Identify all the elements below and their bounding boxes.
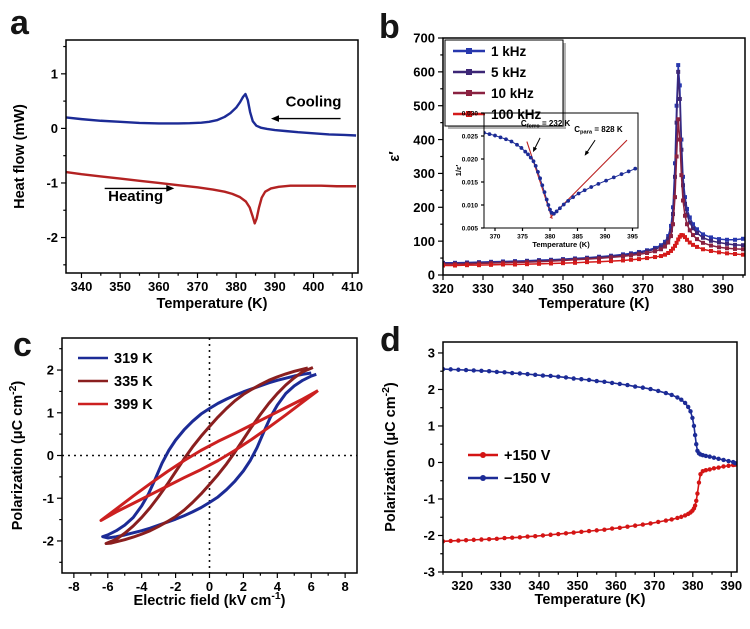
panel-d: d bbox=[375, 315, 750, 629]
panel-b: b bbox=[375, 0, 750, 315]
panel-a-letter: a bbox=[10, 4, 29, 42]
panel-a-dsc-chart bbox=[0, 0, 375, 315]
panel-b-permittivity-chart bbox=[375, 0, 750, 315]
panel-c-letter: c bbox=[13, 326, 32, 364]
panel-c: c bbox=[0, 315, 375, 629]
panel-c-hysteresis-chart bbox=[0, 315, 375, 629]
panel-d-letter: d bbox=[380, 321, 401, 359]
panel-b-letter: b bbox=[379, 8, 400, 46]
panel-d-polarization-chart bbox=[375, 315, 750, 629]
panel-a: a bbox=[0, 0, 375, 315]
